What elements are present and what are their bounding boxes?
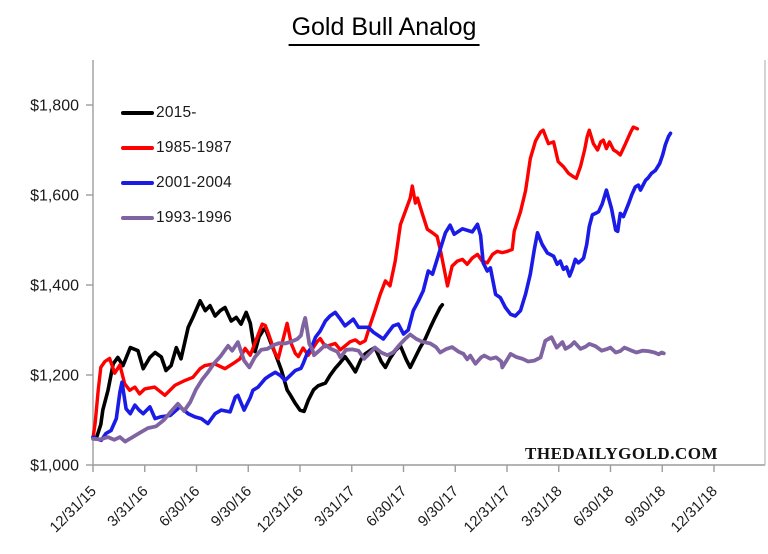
y-tick-label: $1,000 — [30, 458, 79, 475]
x-tick-label: 3/31/18 — [518, 483, 565, 530]
legend-label: 2001-2004 — [156, 173, 232, 191]
x-tick-label: 3/31/16 — [104, 483, 151, 530]
series-line-2015 — [91, 298, 445, 441]
x-tick-label: 9/30/18 — [622, 483, 669, 530]
series-line-19931996 — [91, 315, 666, 444]
x-tick-label: 12/31/18 — [668, 483, 721, 536]
x-tick-label: 6/30/18 — [570, 483, 617, 530]
y-tick-label: $1,400 — [30, 278, 79, 295]
watermark-thedailygold: THEDAILYGOLD.COM — [525, 444, 718, 463]
chart-title: Gold Bull Analog — [288, 13, 480, 46]
chart-legend: 2015- 1985-1987 2001-2004 1993-1996 — [121, 95, 232, 235]
y-tick-label: $1,200 — [30, 368, 79, 385]
legend-label: 1993-1996 — [156, 208, 232, 226]
y-tick-label: $1,800 — [30, 98, 79, 115]
legend-item-2015: 2015- — [121, 95, 232, 130]
x-tick-label: 6/30/17 — [363, 483, 410, 530]
legend-line-swatch-red — [121, 145, 154, 150]
x-tick-label: 3/31/17 — [311, 483, 358, 530]
legend-item-1985-1987: 1985-1987 — [121, 130, 232, 165]
x-tick-label: 12/31/16 — [254, 483, 307, 536]
legend-item-1993-1996: 1993-1996 — [121, 200, 232, 235]
x-tick-label: 12/31/15 — [47, 483, 100, 536]
legend-label: 1985-1987 — [156, 138, 232, 156]
legend-item-2001-2004: 2001-2004 — [121, 165, 232, 200]
legend-line-swatch-purple — [121, 215, 154, 220]
legend-line-swatch-black — [121, 110, 154, 115]
y-tick-label: $1,600 — [30, 188, 79, 205]
x-tick-label: 6/30/16 — [156, 483, 203, 530]
legend-line-swatch-blue — [121, 180, 154, 185]
series-line-19851987 — [91, 125, 640, 440]
legend-label: 2015- — [156, 103, 197, 121]
series-line-20012004 — [91, 131, 673, 443]
x-tick-label: 9/30/17 — [415, 483, 462, 530]
x-tick-label: 9/30/16 — [208, 483, 255, 530]
x-tick-label: 12/31/17 — [461, 483, 514, 536]
